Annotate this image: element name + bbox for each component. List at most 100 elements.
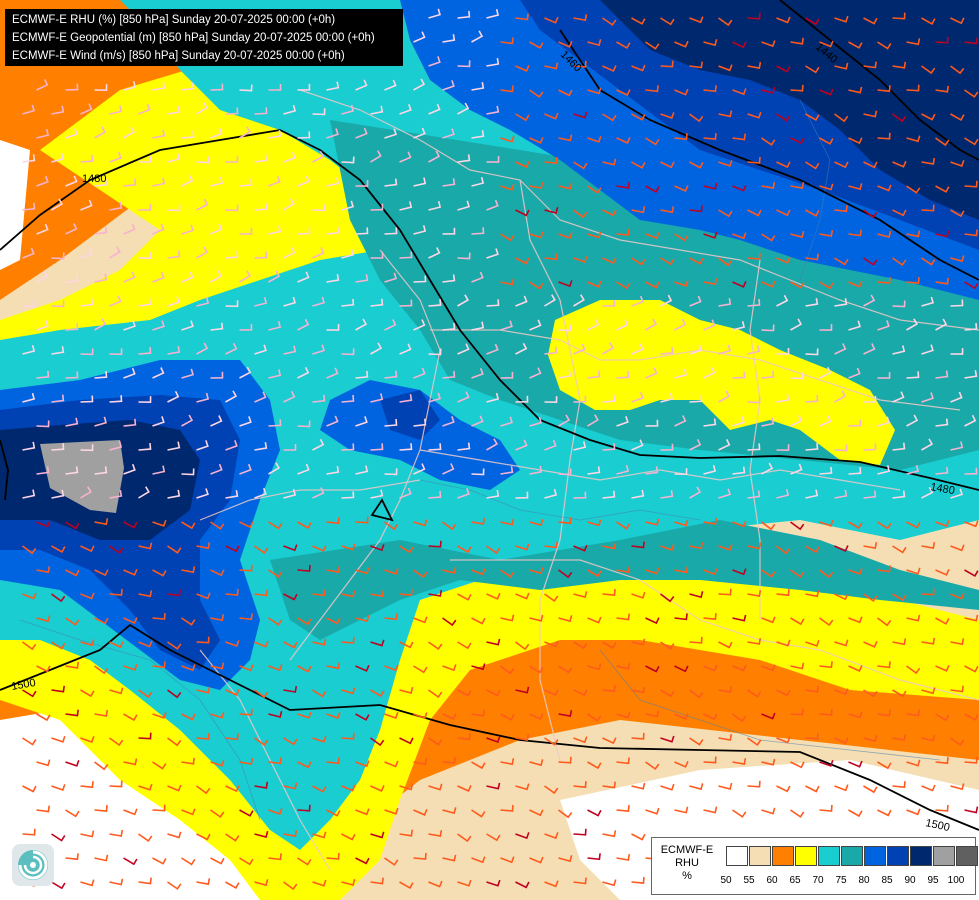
wind-barb xyxy=(616,521,631,530)
wind-barb xyxy=(80,830,95,838)
wind-barb xyxy=(80,444,94,452)
wind-barb xyxy=(268,462,280,475)
wind-barb xyxy=(457,833,472,843)
wind-barb xyxy=(631,257,646,266)
wind-barb xyxy=(877,416,891,427)
wind-barb xyxy=(892,113,907,123)
wind-barb xyxy=(573,111,588,119)
wind-barb xyxy=(22,202,36,211)
wind-barb xyxy=(834,444,848,452)
wind-barb xyxy=(109,246,121,259)
wind-barb xyxy=(196,297,210,307)
wind-barb xyxy=(399,589,413,596)
wind-barb xyxy=(529,759,544,767)
wind-barb xyxy=(616,416,629,427)
wind-barb xyxy=(892,734,907,742)
wind-barb xyxy=(660,257,675,266)
wind-barb xyxy=(65,661,80,669)
wind-barb xyxy=(442,566,457,574)
wind-barb xyxy=(573,161,588,170)
wind-barb xyxy=(718,344,731,355)
wind-barb xyxy=(616,89,631,96)
wind-barb xyxy=(326,415,339,427)
wind-barb xyxy=(22,545,37,555)
wind-barb xyxy=(428,689,443,699)
wind-barb xyxy=(834,205,848,213)
wind-barb xyxy=(573,256,588,264)
wind-barb xyxy=(36,175,49,187)
wind-barb xyxy=(906,414,919,427)
wind-barb xyxy=(848,183,863,191)
wind-barb xyxy=(152,857,167,865)
wind-barb xyxy=(239,809,254,817)
wind-barb xyxy=(834,62,849,70)
wind-barb xyxy=(558,414,571,427)
wind-barb xyxy=(384,567,399,575)
wind-barb xyxy=(181,224,194,235)
wind-barb xyxy=(471,468,485,476)
wind-barb xyxy=(268,175,281,187)
wind-barb xyxy=(486,782,501,790)
wind-barb xyxy=(964,713,979,721)
wind-barb xyxy=(370,689,385,698)
wind-barb xyxy=(819,88,834,96)
wind-barb xyxy=(210,177,224,187)
wind-barb xyxy=(65,709,79,717)
rhu-field-teal-south xyxy=(270,520,979,640)
legend-swatch xyxy=(864,846,886,866)
wind-barb xyxy=(196,488,209,499)
wind-barb xyxy=(210,371,224,379)
wind-barb xyxy=(529,367,542,379)
wind-barb xyxy=(486,879,501,887)
rivers xyxy=(19,99,941,821)
wind-barb xyxy=(848,320,862,331)
wind-barb xyxy=(297,318,310,331)
wind-barb xyxy=(921,392,934,403)
wind-barb xyxy=(703,319,716,331)
wind-barb xyxy=(500,278,515,286)
wind-barb xyxy=(674,368,688,379)
country-borders xyxy=(199,89,979,871)
wind-barb xyxy=(152,81,166,91)
wind-barb xyxy=(355,713,370,721)
wind-barb xyxy=(413,127,426,139)
wind-barb xyxy=(848,809,863,818)
wind-barb xyxy=(297,857,312,866)
wind-barb xyxy=(138,732,152,740)
wind-barb xyxy=(312,879,327,887)
wind-barb xyxy=(645,232,660,240)
wind-barb xyxy=(935,713,950,722)
wind-barb xyxy=(689,591,704,599)
wind-barb xyxy=(674,613,688,621)
wind-barb xyxy=(602,641,617,649)
wind-barb xyxy=(587,466,601,475)
wind-barb xyxy=(515,592,530,600)
legend-swatch xyxy=(956,846,978,866)
wind-barb xyxy=(94,273,108,283)
wind-barb xyxy=(616,613,630,621)
wind-barb xyxy=(283,881,298,891)
wind-barb xyxy=(776,348,790,355)
wind-barb xyxy=(167,589,181,597)
wind-barb xyxy=(921,486,934,499)
wind-barb xyxy=(964,806,979,814)
wind-barb xyxy=(138,640,153,648)
wind-barb xyxy=(36,370,50,379)
wind-barb xyxy=(283,544,298,552)
wind-barb xyxy=(210,127,223,139)
wind-barb xyxy=(834,161,849,169)
wind-barb xyxy=(181,174,194,187)
wind-barb xyxy=(660,392,674,403)
wind-barb xyxy=(109,829,124,837)
wind-barb xyxy=(138,486,150,499)
wind-barb xyxy=(268,853,282,861)
wind-barb xyxy=(645,761,660,771)
wind-barb xyxy=(790,231,805,239)
wind-barb xyxy=(109,348,123,356)
wind-barb xyxy=(370,639,385,647)
wind-barb xyxy=(587,280,602,288)
wind-barb xyxy=(167,153,181,163)
wind-barb xyxy=(761,569,776,578)
wind-barb xyxy=(558,855,573,863)
wind-barb xyxy=(51,881,66,890)
